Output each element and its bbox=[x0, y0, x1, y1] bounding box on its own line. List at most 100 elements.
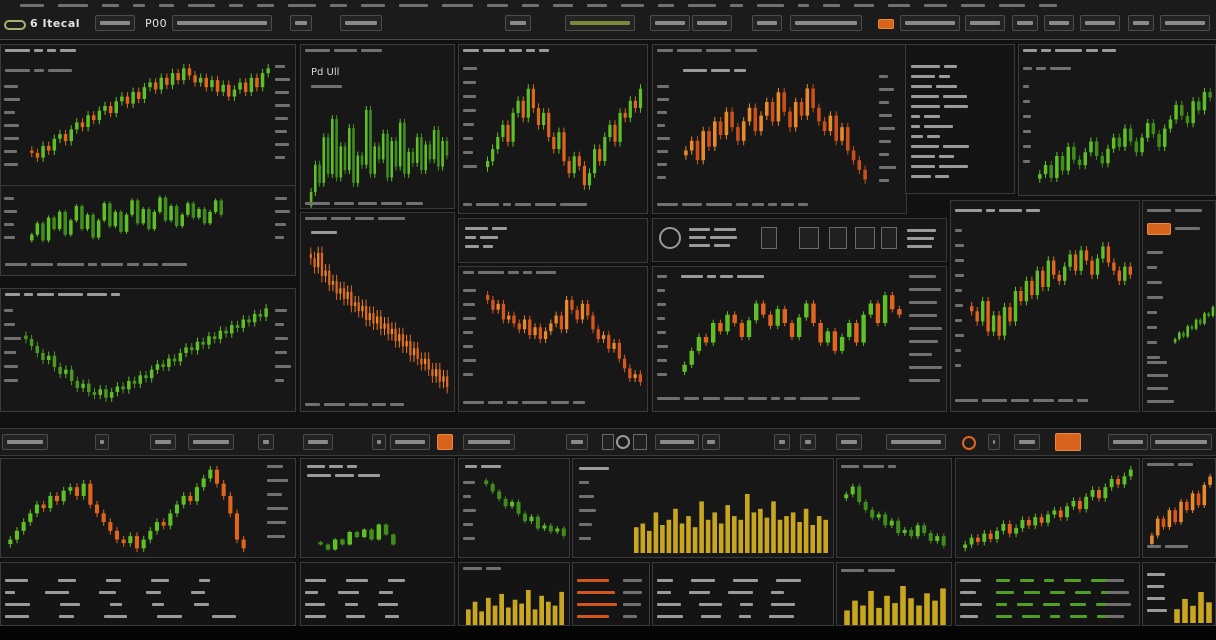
toolbar-chip[interactable] bbox=[1014, 434, 1040, 450]
toolbar-chip[interactable] bbox=[565, 15, 635, 31]
toolbar-chip[interactable] bbox=[463, 434, 515, 450]
toolbar-chip[interactable] bbox=[692, 15, 732, 31]
toolbar-icon-button[interactable] bbox=[566, 434, 588, 450]
toolbar-chip[interactable] bbox=[752, 15, 782, 31]
candle bbox=[601, 331, 606, 343]
text-stub bbox=[463, 151, 473, 154]
candle-body bbox=[890, 295, 895, 310]
toolbar-chip[interactable] bbox=[95, 15, 135, 31]
widget-icon[interactable] bbox=[602, 434, 614, 450]
text-stub bbox=[961, 4, 985, 7]
candle bbox=[383, 523, 389, 536]
toolbar-chip[interactable] bbox=[650, 15, 690, 31]
table-row[interactable] bbox=[5, 579, 236, 618]
candle bbox=[30, 232, 34, 243]
text-line bbox=[689, 228, 737, 231]
side-panel-text bbox=[1175, 227, 1200, 230]
text-stub bbox=[4, 197, 14, 200]
widget-icon[interactable] bbox=[633, 434, 647, 450]
quote-list-row[interactable] bbox=[911, 65, 969, 178]
toolbar-chip[interactable] bbox=[836, 434, 862, 450]
toolbar-chip[interactable] bbox=[150, 434, 176, 450]
candle bbox=[387, 317, 390, 341]
toolbar-icon-button[interactable] bbox=[774, 434, 790, 450]
toolbar-icon-button[interactable] bbox=[258, 434, 274, 450]
candle-body bbox=[230, 325, 234, 334]
toolbar-chip[interactable] bbox=[390, 434, 430, 450]
table-row[interactable] bbox=[1106, 579, 1131, 618]
candle-body bbox=[844, 494, 849, 499]
toolbar-icon-button[interactable] bbox=[95, 434, 109, 450]
candle-body bbox=[1190, 326, 1194, 329]
candle-body bbox=[638, 88, 643, 109]
toolbar-chip[interactable] bbox=[340, 15, 382, 31]
toolbar-chip[interactable] bbox=[900, 15, 960, 31]
candle bbox=[1077, 497, 1082, 513]
toolbar-chip[interactable] bbox=[1108, 434, 1148, 450]
text-stub bbox=[955, 304, 963, 307]
candle bbox=[1157, 130, 1161, 151]
toolbar-chip[interactable] bbox=[188, 434, 234, 450]
candle-body bbox=[348, 128, 351, 171]
volume-bar bbox=[512, 599, 518, 625]
toolbar-chip[interactable] bbox=[1012, 15, 1038, 31]
table-row[interactable] bbox=[623, 579, 642, 618]
toolbar-icon-button[interactable] bbox=[290, 15, 312, 31]
toolbar-chip[interactable] bbox=[886, 434, 946, 450]
table-row[interactable] bbox=[960, 579, 982, 618]
toggle-icon[interactable] bbox=[4, 20, 26, 30]
chart-panel bbox=[652, 266, 947, 412]
candle bbox=[369, 106, 372, 178]
text-stub bbox=[771, 603, 795, 606]
toolbar-chip[interactable] bbox=[1080, 15, 1120, 31]
widget-icon[interactable] bbox=[829, 227, 847, 249]
widget-icon[interactable] bbox=[855, 227, 875, 249]
clock-icon[interactable] bbox=[616, 435, 630, 449]
toolbar-chip[interactable] bbox=[1128, 15, 1154, 31]
candle-body bbox=[586, 303, 590, 316]
symbol-code[interactable]: P00 bbox=[145, 17, 168, 30]
widget-icon[interactable] bbox=[799, 227, 819, 249]
candle-body bbox=[1178, 332, 1181, 339]
toolbar-icon-button[interactable] bbox=[372, 434, 386, 450]
candle-body bbox=[328, 270, 331, 285]
toolbar-chip[interactable] bbox=[790, 15, 862, 31]
candle bbox=[181, 492, 186, 509]
table-row[interactable] bbox=[657, 579, 801, 618]
text-line bbox=[955, 274, 964, 277]
text-stub bbox=[526, 49, 535, 52]
toolbar-chip[interactable] bbox=[505, 15, 531, 31]
text-stub bbox=[4, 365, 18, 368]
chart-panel bbox=[1018, 44, 1216, 196]
candle bbox=[1100, 151, 1104, 168]
alert-indicator[interactable] bbox=[437, 434, 453, 450]
text-stub bbox=[657, 137, 670, 140]
alert-indicator[interactable] bbox=[878, 19, 894, 29]
toolbar-chip[interactable] bbox=[965, 15, 1005, 31]
table-row[interactable] bbox=[305, 579, 405, 618]
text-stub bbox=[483, 49, 505, 52]
alert-indicator[interactable] bbox=[1055, 433, 1081, 451]
toolbar-chip[interactable] bbox=[1044, 15, 1074, 31]
toolbar-icon-button[interactable] bbox=[988, 434, 1000, 450]
widget-icon[interactable] bbox=[881, 227, 897, 249]
candle bbox=[335, 274, 338, 300]
status-icon[interactable] bbox=[962, 436, 976, 450]
toolbar-chip[interactable] bbox=[1150, 434, 1212, 450]
toolbar-icon-button[interactable] bbox=[702, 434, 720, 450]
toolbar-chip[interactable] bbox=[655, 434, 699, 450]
toolbar-chip[interactable] bbox=[1160, 15, 1210, 31]
candle-body bbox=[14, 530, 19, 540]
table-row[interactable] bbox=[996, 579, 1116, 618]
table-row[interactable] bbox=[577, 579, 617, 618]
widget-icon[interactable] bbox=[761, 227, 777, 249]
toolbar-chip[interactable] bbox=[2, 434, 48, 450]
alert-indicator[interactable] bbox=[1147, 223, 1171, 235]
panel-header-text bbox=[657, 49, 757, 52]
toolbar-chip[interactable] bbox=[172, 15, 272, 31]
toolbar-chip[interactable] bbox=[303, 434, 333, 450]
instrument-logo-icon[interactable] bbox=[659, 227, 681, 249]
toolbar-icon-button[interactable] bbox=[800, 434, 816, 450]
table-row[interactable] bbox=[1147, 573, 1167, 612]
text-line bbox=[4, 137, 20, 140]
